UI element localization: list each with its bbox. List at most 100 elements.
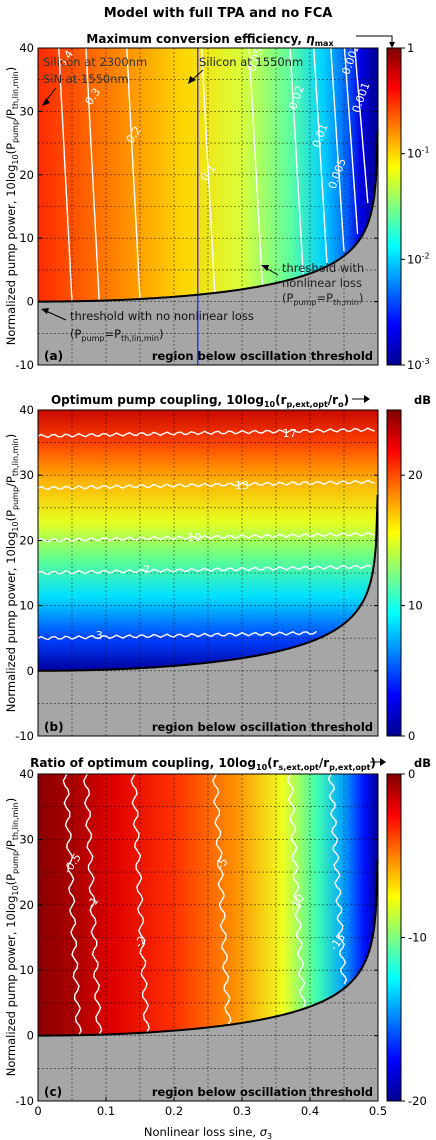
y-tick-label: -10 [15,358,34,372]
panel-c-y-label: Normalized pump power, 10log10(Ppump/Pth… [4,798,20,1077]
x-tick-label: 0.5 [369,1104,387,1118]
annotation-sin-1550: SiN at 1550nm [43,72,129,86]
contour-line [130,774,150,1033]
x-axis-label: Nonlinear loss sine, σ3 [144,1125,272,1140]
y-tick-label: 40 [19,41,34,55]
colorbar-tick-label: -20 [408,1094,427,1108]
contour-line [38,531,375,543]
panel-c-axes-box [37,773,379,1102]
panel-c-colorbar [386,773,402,1102]
panel-a-axes-box [37,47,379,366]
y-tick-label: 30 [19,104,34,118]
contour-label: 13 [235,479,249,492]
y-tick-label: 0 [27,1029,34,1043]
panel-c-y-ticks: -10 0 10 20 30 40 [15,767,378,1108]
panel-a-colorbar-ticks: 10-3 10-2 10-1 1 [401,41,430,372]
contour-label: 10 [187,531,201,544]
y-tick-label: 30 [19,468,34,482]
panel-c-colorbar-ticks: 0 -10 -20 [401,767,427,1108]
contour-line [62,774,82,1036]
colorbar-tick-label: 1 [407,41,414,55]
contour-label: 7 [143,564,150,577]
y-tick-label: -10 [15,1094,34,1108]
contour-line [85,48,100,301]
annotation-threshold-no-nonlinear: threshold with no nonlinear loss [70,309,254,323]
panel-c-label: (c) [44,1085,62,1099]
contour-line [38,630,318,641]
x-tick-label: 0 [34,1104,41,1118]
panel-a-colorbar [386,47,402,366]
figure-title: Model with full TPA and no FCA [104,6,333,21]
y-tick-label: 20 [19,898,34,912]
y-tick-label: 20 [19,533,34,547]
colorbar-tick-label: 0 [408,767,415,781]
panel-a-y-ticks: -10 0 10 20 30 40 [15,41,378,372]
contour-line [248,48,264,285]
annotation-arrow-1550 [191,69,204,81]
y-tick-label: -10 [15,729,34,743]
y-tick-label: 10 [19,599,34,613]
contour-line [289,48,304,275]
panel-b-label: (b) [44,720,64,734]
panel-b-title: Optimum pump coupling, 10log10(rp,ext,op… [51,393,349,409]
annotation-arrow-no-nonlinear [45,310,67,321]
panel-a-label: (a) [44,349,63,363]
panel-c-threshold-curve [38,859,379,1037]
panel-b-colorbar-unit: dB [414,393,431,407]
panel-a-title-arrow [356,35,393,44]
panel-b: Optimum pump coupling, 10log10(rp,ext,op… [4,393,431,743]
contour-line [126,48,141,299]
x-tick-label: 0.3 [233,1104,251,1118]
panel-a-threshold-curve [38,130,379,303]
panel-b-below-label: region below oscillation threshold [152,720,373,734]
annotation-threshold-nonlinear-eq: (Ppump=Pth,min) [282,291,363,307]
y-tick-label: 10 [19,963,34,977]
panel-b-y-ticks: -10 0 10 20 30 40 [15,403,378,743]
contour-label: 17 [283,427,297,440]
contour-line [327,774,348,985]
contour-line [354,48,369,204]
colorbar-tick-label: 10 [408,599,423,613]
annotation-silicon-2300: Silicon at 2300nm [43,55,147,69]
y-tick-label: 30 [19,832,34,846]
y-tick-label: 0 [27,295,34,309]
panel-c: Ratio of optimum coupling, 10log10(rs,ex… [4,756,431,1140]
panel-c-colorbar-unit: dB [414,756,431,770]
x-axis-ticks: 0 0.1 0.2 0.3 0.4 0.5 [34,1097,387,1118]
contour-line [343,48,359,235]
panel-b-y-label: Normalized pump power, 10log10(Ppump/Pth… [4,434,20,713]
panel-b-contours: 3 7 10 13 17 [38,427,375,642]
contour-label: 3 [96,629,103,642]
contour-line [38,479,375,491]
contour-line [38,427,375,439]
annotation-silicon-1550: Silicon at 1550nm [199,55,303,69]
panel-c-contours: -0.5-1-2-5-10-15 [61,774,348,1036]
y-tick-label: 0 [27,664,34,678]
colorbar-tick-label: -10 [408,931,427,945]
contour-line [58,48,73,302]
colorbar-tick-label: 10-1 [407,146,430,161]
y-tick-label: 40 [19,403,34,417]
panel-b-threshold-curve [38,494,379,672]
panel-b-colorbar [386,409,402,737]
panel-c-title: Ratio of optimum coupling, 10log10(rs,ex… [30,756,376,772]
panel-a-y-label: Normalized pump power, 10log10(Ppump/Pth… [4,67,20,346]
colorbar-tick-label: 20 [408,468,423,482]
x-tick-label: 0.2 [165,1104,183,1118]
x-tick-label: 0.4 [301,1104,319,1118]
x-tick-label: 0.1 [97,1104,115,1118]
contour-line [212,774,232,1025]
colorbar-tick-label: 0 [408,729,415,743]
annotation-threshold-nonlinear: threshold with nonlinear loss [282,261,368,290]
panel-a-title: Maximum conversion efficiency, ηmax [86,32,334,48]
contour-line [82,774,103,1035]
panel-a: Maximum conversion efficiency, ηmax 0.40… [4,32,430,372]
contour-line [313,48,328,264]
panel-b-colorbar-ticks: 0 10 20 [401,468,423,743]
contour-line [286,774,307,1008]
panel-a-below-label: region below oscillation threshold [152,349,373,363]
annotation-arrow-nonlinear [265,267,279,276]
contour-line [38,564,372,576]
contour-line [330,48,345,252]
contour-line [200,48,216,293]
